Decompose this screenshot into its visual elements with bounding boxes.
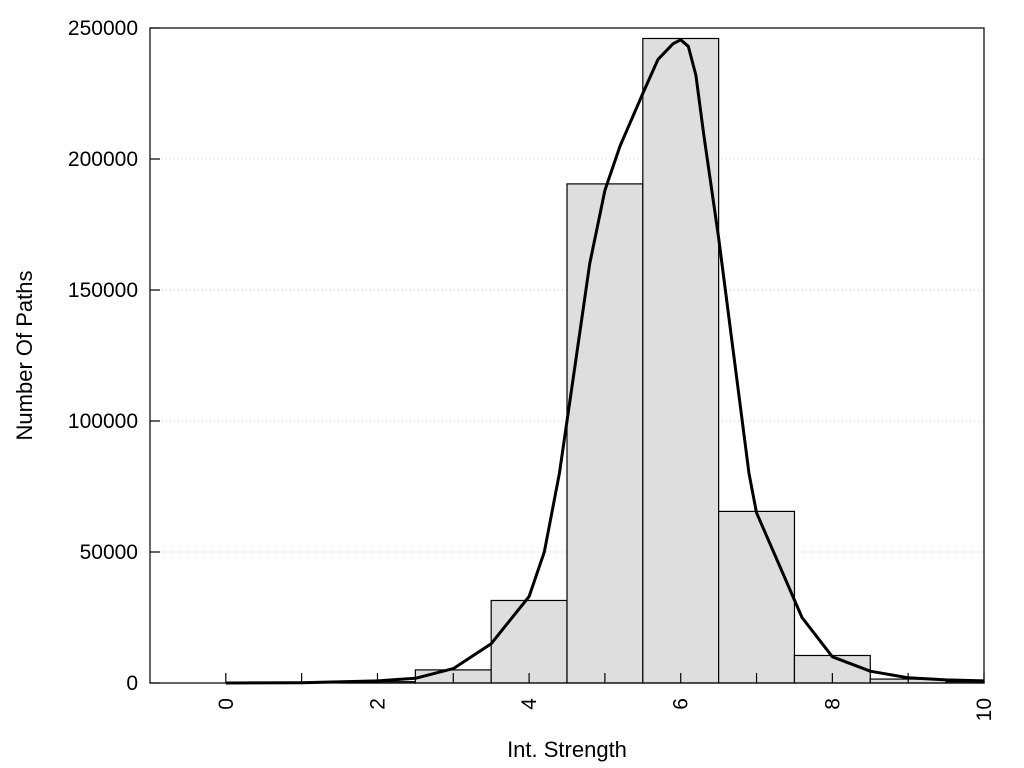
y-tick-label: 150000	[68, 279, 138, 302]
histogram-bar	[718, 510, 796, 684]
histogram-bar	[642, 37, 720, 684]
x-tick-label: 4	[518, 698, 541, 710]
x-tick-label: 6	[670, 698, 693, 710]
histogram-bars	[338, 37, 985, 684]
x-tick-label: 0	[215, 698, 238, 710]
x-tick-label: 2	[366, 698, 389, 710]
y-tick-label: 200000	[68, 148, 138, 171]
y-axis-label: Number Of Paths	[12, 271, 37, 441]
histogram-bar	[566, 183, 644, 684]
x-axis-label: Int. Strength	[507, 737, 627, 762]
x-tick-label: 8	[821, 698, 844, 710]
y-tick-label: 0	[126, 672, 138, 695]
x-tick-label: 10	[973, 698, 996, 721]
y-tick-label: 50000	[80, 541, 138, 564]
y-tick-label: 100000	[68, 410, 138, 433]
plot-frame	[149, 27, 985, 684]
x-axis-ticks: 0 2 4 6 8 10	[215, 673, 996, 721]
y-axis-ticks: 0 50000 100000 150000 200000 250000	[68, 17, 160, 695]
y-tick-label: 250000	[68, 17, 138, 40]
fit-curve	[225, 38, 985, 685]
histogram-bar	[490, 599, 568, 684]
fit-curve-group	[225, 38, 985, 685]
